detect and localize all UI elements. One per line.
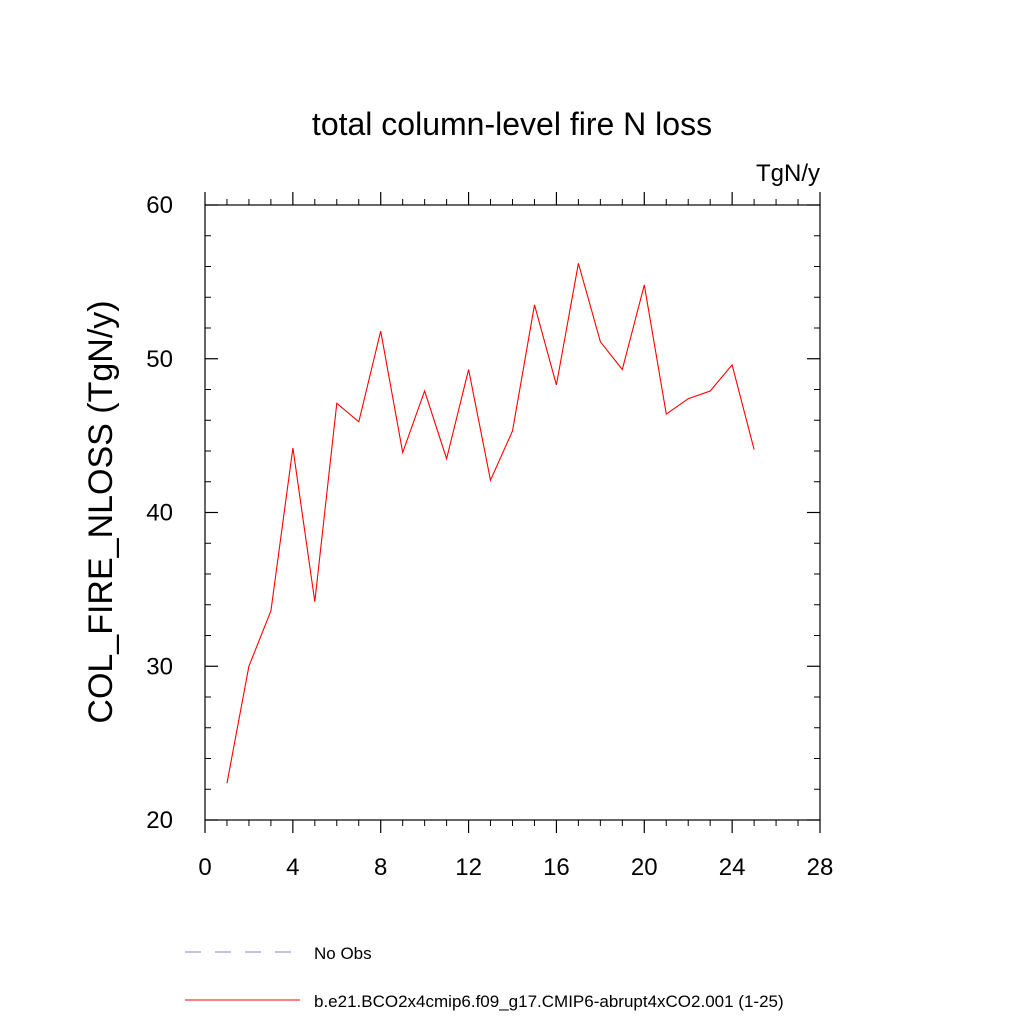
series-line [226, 263, 755, 784]
data-point [226, 783, 227, 784]
x-tick-label: 16 [543, 854, 570, 881]
data-point [468, 369, 469, 370]
data-point [402, 452, 403, 453]
x-tick-label: 12 [455, 854, 482, 881]
data-point [446, 458, 447, 459]
y-tick-label: 50 [146, 346, 173, 373]
data-point [512, 430, 513, 431]
x-tick-label: 4 [286, 854, 299, 881]
y-tick-label: 30 [146, 653, 173, 680]
series-layer [226, 263, 755, 784]
data-point [534, 304, 535, 305]
data-point [380, 330, 381, 331]
data-point [424, 390, 425, 391]
x-tick-label: 20 [631, 854, 658, 881]
y-tick-label: 20 [146, 807, 173, 834]
data-point [710, 390, 711, 391]
x-tick-label: 24 [719, 854, 746, 881]
data-point [666, 414, 667, 415]
data-point [314, 601, 315, 602]
data-point [732, 364, 733, 365]
data-point [622, 369, 623, 370]
axis-ticks [204, 192, 821, 833]
data-point [644, 284, 645, 285]
data-point [578, 263, 579, 264]
y-tick-label: 40 [146, 500, 173, 527]
y-axis-label: COL_FIRE_NLOSS (TgN/y) [82, 300, 120, 723]
data-point [490, 480, 491, 481]
legend-label: No Obs [314, 944, 372, 963]
legend: No Obs b.e21.BCO2x4cmip6.f09_g17.CMIP6-ab… [185, 944, 784, 1011]
x-tick-label: 8 [374, 854, 387, 881]
data-point [292, 447, 293, 448]
data-point [754, 449, 755, 450]
y-tick-label: 60 [146, 192, 173, 219]
units-label: TgN/y [756, 160, 820, 187]
data-point [358, 421, 359, 422]
chart-title: total column-level fire N loss [312, 106, 712, 142]
data-point [556, 384, 557, 385]
x-tick-label: 0 [198, 854, 211, 881]
x-tick-label: 28 [807, 854, 834, 881]
data-point [600, 341, 601, 342]
data-point [336, 403, 337, 404]
data-point [688, 398, 689, 399]
plot-frame [204, 204, 821, 821]
data-point [270, 610, 271, 611]
axis-tick-labels: 0 4 8 12 16 20 24 28 20 30 40 50 60 [146, 192, 833, 881]
legend-label: b.e21.BCO2x4cmip6.f09_g17.CMIP6-abrupt4x… [314, 992, 784, 1011]
data-point [248, 666, 249, 667]
